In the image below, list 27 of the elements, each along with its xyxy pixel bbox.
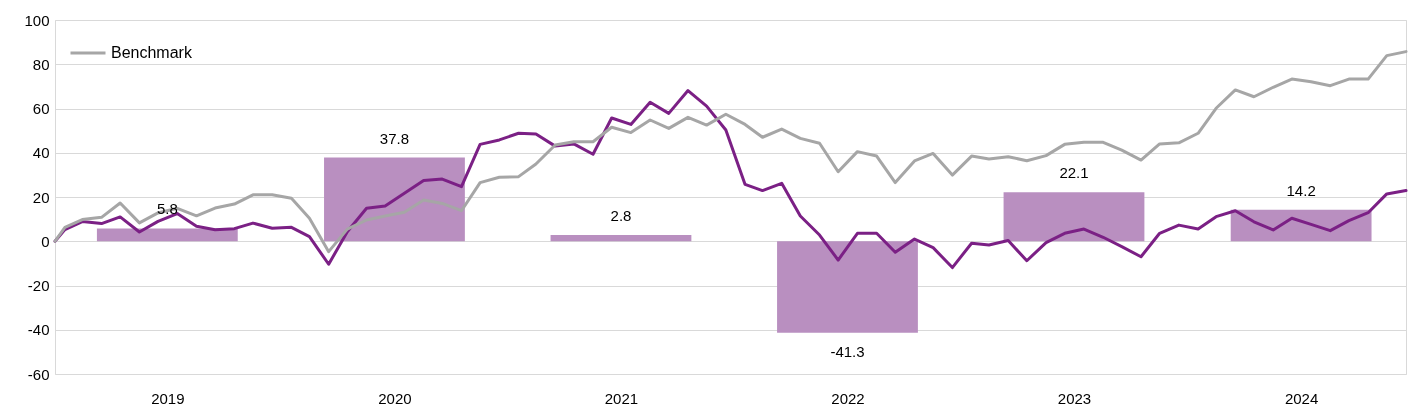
bar [1003, 192, 1145, 242]
y-tick-label: 0 [41, 232, 50, 250]
x-tick-label: 2024 [1284, 389, 1319, 407]
y-tick-label: 100 [24, 11, 50, 29]
data-label: -41.3 [830, 342, 865, 360]
y-tick-label: -60 [27, 365, 50, 383]
y-tick-label: -20 [27, 277, 50, 294]
y-tick-label: 20 [32, 188, 50, 206]
y-tick-label: 40 [32, 144, 50, 162]
data-label: 37.8 [379, 129, 410, 147]
y-tick-label: 60 [32, 100, 50, 117]
data-label: 22.1 [1059, 164, 1089, 182]
data-label: 2.8 [610, 207, 632, 225]
legend-label: Benchmark [111, 44, 193, 61]
x-tick-label: 2023 [1057, 389, 1092, 407]
x-tick-label: 2019 [151, 389, 185, 407]
data-label: 14.2 [1286, 181, 1316, 199]
x-tick-label: 2021 [604, 389, 639, 407]
y-tick-label: 80 [32, 55, 50, 73]
bar [550, 235, 692, 242]
x-tick-label: 2020 [378, 389, 412, 407]
data-label: 5.8 [156, 200, 178, 218]
y-tick-label: -40 [27, 321, 50, 339]
bar [96, 228, 238, 242]
bar [777, 241, 918, 333]
x-tick-label: 2022 [831, 389, 865, 407]
bar [324, 157, 465, 242]
